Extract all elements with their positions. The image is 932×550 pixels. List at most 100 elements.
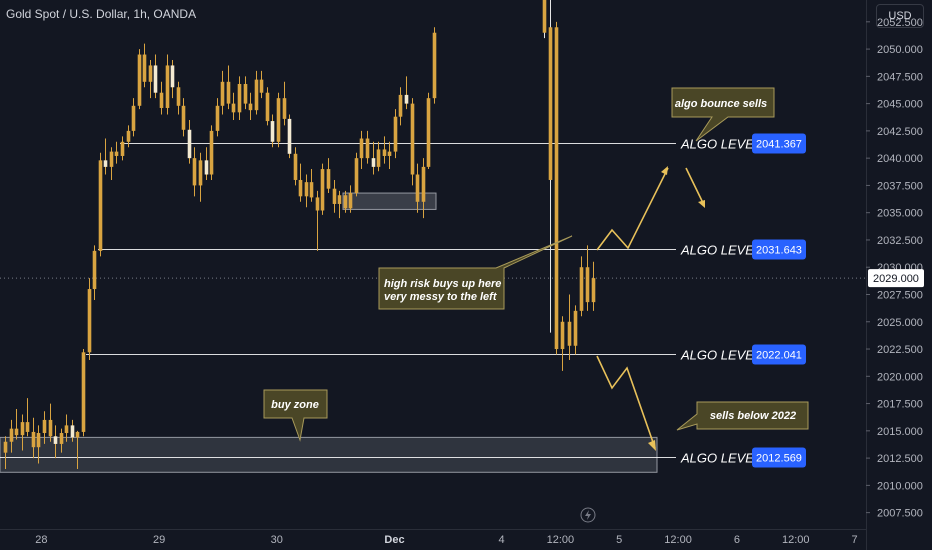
candle-body (187, 129, 192, 159)
algo-level-tag (752, 447, 806, 468)
arrows-layer (596, 166, 705, 451)
candle-body (376, 149, 381, 167)
candle-body (432, 32, 437, 99)
time-axis[interactable]: 28 29 30 Dec 4 12:00 5 12:00 6 12:00 7 (35, 534, 857, 546)
time-tick-label: 28 (35, 534, 47, 546)
time-tick-label: 6 (734, 534, 740, 546)
bounce-sell-arrow (685, 167, 705, 206)
candle-body (198, 160, 203, 186)
candle-body (542, 0, 547, 33)
notes-layer: algo bounce sells high risk buys up herev… (263, 87, 809, 442)
candle-body (548, 27, 553, 180)
candle-body (573, 310, 578, 346)
candle-body (591, 278, 596, 303)
algo-level-price: 2041.367 (756, 139, 802, 151)
candle-body (181, 105, 186, 130)
candle-body (243, 83, 248, 104)
candle-body (148, 65, 153, 82)
algo-level-tag (752, 344, 806, 365)
candle-body (348, 193, 353, 209)
candle-body (31, 431, 36, 448)
candle-body (276, 98, 281, 142)
candle-body (48, 419, 53, 437)
candle-body (265, 92, 270, 122)
candle-body (404, 94, 409, 104)
price-tick-label: 2017.500 (877, 399, 923, 411)
price-tick-label: 2037.500 (877, 180, 923, 192)
price-tick-label: 2032.500 (877, 235, 923, 247)
candle-body (421, 166, 426, 202)
price-tick-label: 2022.500 (877, 344, 923, 356)
candle-body (70, 425, 75, 438)
price-axis[interactable]: 2052.500 2050.000 2047.500 2045.000 2042.500… (866, 17, 924, 520)
time-tick-label: 7 (852, 534, 858, 546)
candle-body (298, 179, 303, 197)
candle-body (287, 118, 292, 154)
arrow-head (661, 166, 668, 175)
currency-button[interactable]: USD (876, 4, 924, 28)
candle-body (109, 151, 114, 167)
candle-body (87, 289, 92, 353)
candle-body (309, 182, 314, 198)
candle-body (332, 188, 337, 204)
annotation-bubble (676, 401, 809, 431)
current-price-tag (868, 269, 924, 288)
candle-body (3, 441, 8, 453)
candle-body (326, 169, 331, 189)
price-tick-label: 2010.000 (877, 480, 923, 492)
candle-body (365, 138, 370, 159)
candle-body (59, 433, 64, 444)
time-tick-label: 12:00 (547, 534, 575, 546)
candle-body (237, 83, 242, 113)
time-tick-label: Dec (384, 534, 404, 546)
algo-level-price: 2031.643 (756, 245, 802, 257)
candle-body (126, 130, 131, 142)
candle-body (20, 422, 25, 436)
time-tick-label: 4 (498, 534, 504, 546)
time-tick-label: 5 (616, 534, 622, 546)
price-tick-label: 2015.000 (877, 426, 923, 438)
chart-title: Gold Spot / U.S. Dollar, 1h, OANDA (6, 7, 197, 21)
candle-body (165, 65, 170, 108)
candle-body (142, 54, 147, 82)
algo-level-tag (752, 133, 806, 154)
price-tick-label: 2052.500 (877, 17, 923, 29)
time-tick-label: 30 (271, 534, 283, 546)
annotation-text: algo bounce sells (675, 98, 767, 110)
price-tick-label: 2020.000 (877, 371, 923, 383)
annotation-text: very messy to the left (384, 291, 498, 303)
candle-body (315, 197, 320, 211)
time-tick-label: 12:00 (664, 534, 692, 546)
candle-body (25, 422, 30, 432)
algo-level-label: ALGO LEVEL (680, 137, 761, 152)
algo-level-price: 2012.569 (756, 453, 802, 465)
candle-body (270, 121, 275, 142)
price-tick-label: 2050.000 (877, 44, 923, 56)
time-tick-label: 29 (153, 534, 165, 546)
candle-body (36, 433, 41, 448)
candle-body (176, 87, 181, 106)
bounce-path-arrow (596, 167, 669, 251)
zones-layer (0, 192, 658, 473)
candle-body (393, 116, 398, 152)
candle-body (579, 267, 584, 311)
annotation-bubble (263, 389, 328, 442)
annotation-text: sells below 2022 (710, 410, 796, 422)
candle-body (382, 149, 387, 156)
candle-body (92, 250, 97, 290)
candle-body (14, 428, 19, 436)
candle-body (159, 92, 164, 108)
price-tick-label: 2042.500 (877, 126, 923, 138)
candle-body (320, 169, 325, 211)
candle-body (248, 103, 253, 111)
candle-body (585, 267, 590, 303)
lightning-bolt-icon[interactable] (580, 507, 596, 523)
candles-layer (3, 0, 596, 470)
candle-body (192, 158, 197, 186)
candle-body (215, 105, 220, 131)
price-tick-label: 2040.000 (877, 153, 923, 165)
candle-body (282, 98, 287, 119)
buy-zone-box (0, 436, 658, 473)
candle-body (387, 151, 392, 156)
